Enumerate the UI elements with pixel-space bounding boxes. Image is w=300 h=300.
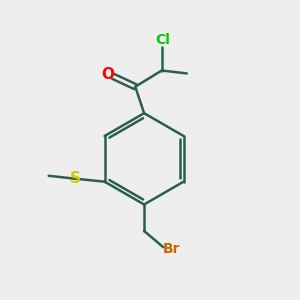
Text: O: O	[101, 67, 114, 82]
Text: Cl: Cl	[155, 34, 170, 47]
Text: Br: Br	[163, 242, 180, 256]
Text: S: S	[70, 171, 81, 186]
